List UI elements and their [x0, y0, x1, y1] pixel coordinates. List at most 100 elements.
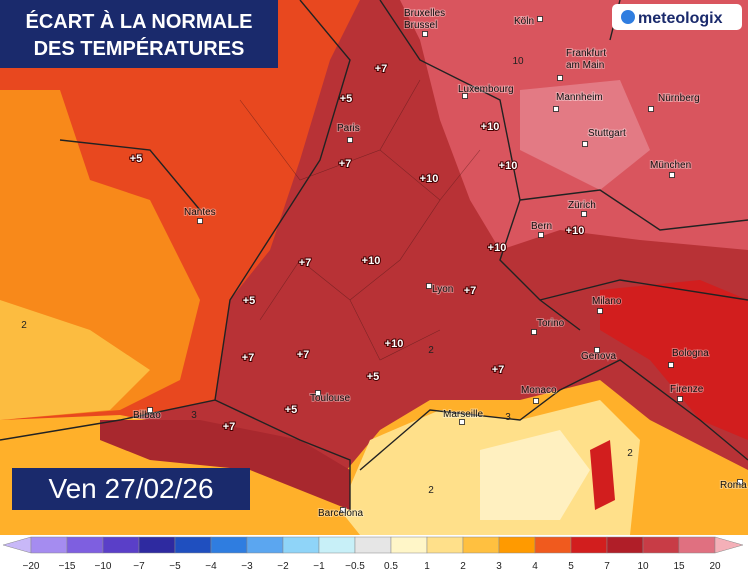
logo-icon	[621, 10, 635, 24]
anomaly-label: 3	[191, 410, 197, 421]
anomaly-label: 3	[505, 412, 511, 423]
city-label: Nantes	[184, 207, 216, 218]
logo-box	[612, 4, 742, 30]
anomaly-label: +10	[488, 242, 507, 254]
anomaly-label: 2	[428, 345, 434, 356]
city-label: Luxembourg	[458, 84, 514, 95]
city-dot	[340, 507, 346, 513]
anomaly-label: +10	[566, 225, 585, 237]
anomaly-label: +7	[223, 421, 236, 433]
city-label: Torino	[537, 318, 565, 329]
legend-label: 3	[496, 561, 502, 572]
city-dot	[462, 93, 468, 99]
legend-swatch	[426, 536, 464, 554]
legend-label: 1	[424, 561, 430, 572]
region	[100, 420, 350, 510]
city-label: Nürnberg	[658, 93, 700, 104]
legend-swatch	[102, 536, 140, 554]
legend-swatch	[642, 536, 680, 554]
legend-label: 15	[673, 561, 685, 572]
legend-swatch	[138, 536, 176, 554]
region	[520, 80, 650, 190]
anomaly-label: +7	[464, 285, 477, 297]
legend-label: 5	[568, 561, 574, 572]
anomaly-label: 2	[21, 320, 27, 331]
legend-label: −7	[133, 561, 145, 572]
anomaly-label: +10	[499, 160, 518, 172]
region	[0, 300, 150, 420]
title: DES TEMPÉRATURES	[34, 37, 245, 60]
anomaly-label: +7	[375, 63, 388, 75]
city-dot	[557, 75, 563, 81]
city-dot	[426, 283, 432, 289]
anomaly-label: +7	[297, 349, 310, 361]
anomaly-label: +5	[285, 404, 298, 416]
city-dot	[531, 329, 537, 335]
legend-swatch	[246, 536, 284, 554]
logo: meteologix	[638, 10, 723, 27]
legend-label: 0.5	[384, 561, 398, 572]
city-dot	[315, 390, 321, 396]
region	[600, 280, 748, 440]
sea	[480, 430, 590, 520]
city-label: Bern	[531, 221, 552, 232]
city-dot	[538, 232, 544, 238]
city-label: Bruxelles	[404, 8, 445, 19]
city-dot	[537, 16, 543, 22]
legend-swatch	[318, 536, 356, 554]
city-label: Frankfurt	[566, 48, 606, 59]
legend-end	[714, 536, 744, 554]
city-dot	[581, 211, 587, 217]
legend-swatch	[282, 536, 320, 554]
legend-swatch	[606, 536, 644, 554]
island	[590, 440, 615, 510]
city-label: Toulouse	[310, 393, 350, 404]
border	[239, 79, 481, 361]
legend-label: −1	[313, 561, 325, 572]
legend-label: 4	[532, 561, 538, 572]
city-dot	[594, 347, 600, 353]
legend-label: −5	[169, 561, 181, 572]
city-dot	[668, 362, 674, 368]
city-dot	[582, 141, 588, 147]
anomaly-label: +7	[339, 158, 352, 170]
legend-label: 2	[460, 561, 466, 572]
legend-swatch	[210, 536, 248, 554]
legend-label: −20	[23, 561, 40, 572]
city-label: Milano	[592, 296, 622, 307]
city-label: Roma	[720, 480, 747, 491]
legend-swatch	[174, 536, 212, 554]
city-dot	[553, 106, 559, 112]
city-dot	[677, 396, 683, 402]
legend-label: −0.5	[345, 561, 365, 572]
legend-label: −4	[205, 561, 217, 572]
city-label: Köln	[514, 16, 534, 27]
city-dot	[648, 106, 654, 112]
anomaly-label: 2	[627, 448, 633, 459]
anomaly-label: 10	[512, 56, 524, 67]
city-dot	[422, 31, 428, 37]
legend-swatch	[66, 536, 104, 554]
city-label: am Main	[566, 60, 604, 71]
city-dot	[737, 479, 743, 485]
anomaly-label: +5	[340, 93, 353, 105]
anomaly-label: 2	[428, 485, 434, 496]
city-label: Bologna	[672, 348, 709, 359]
city-dot	[597, 308, 603, 314]
city-label: Zürich	[568, 200, 596, 211]
date-box	[12, 468, 250, 510]
legend-label: −3	[241, 561, 253, 572]
anomaly-label: +5	[130, 153, 143, 165]
city-label: Marseille	[443, 409, 483, 420]
date: Ven 27/02/26	[48, 473, 213, 504]
legend-label: 20	[709, 561, 721, 572]
city-label: Paris	[337, 123, 360, 134]
city-dot	[347, 137, 353, 143]
anomaly-label: +7	[299, 257, 312, 269]
legend-label: −2	[277, 561, 289, 572]
title-box	[0, 0, 278, 68]
city-dot	[533, 398, 539, 404]
anomaly-label: +10	[362, 255, 381, 267]
legend-label: 7	[604, 561, 610, 572]
title: ÉCART À LA NORMALE	[25, 10, 252, 33]
